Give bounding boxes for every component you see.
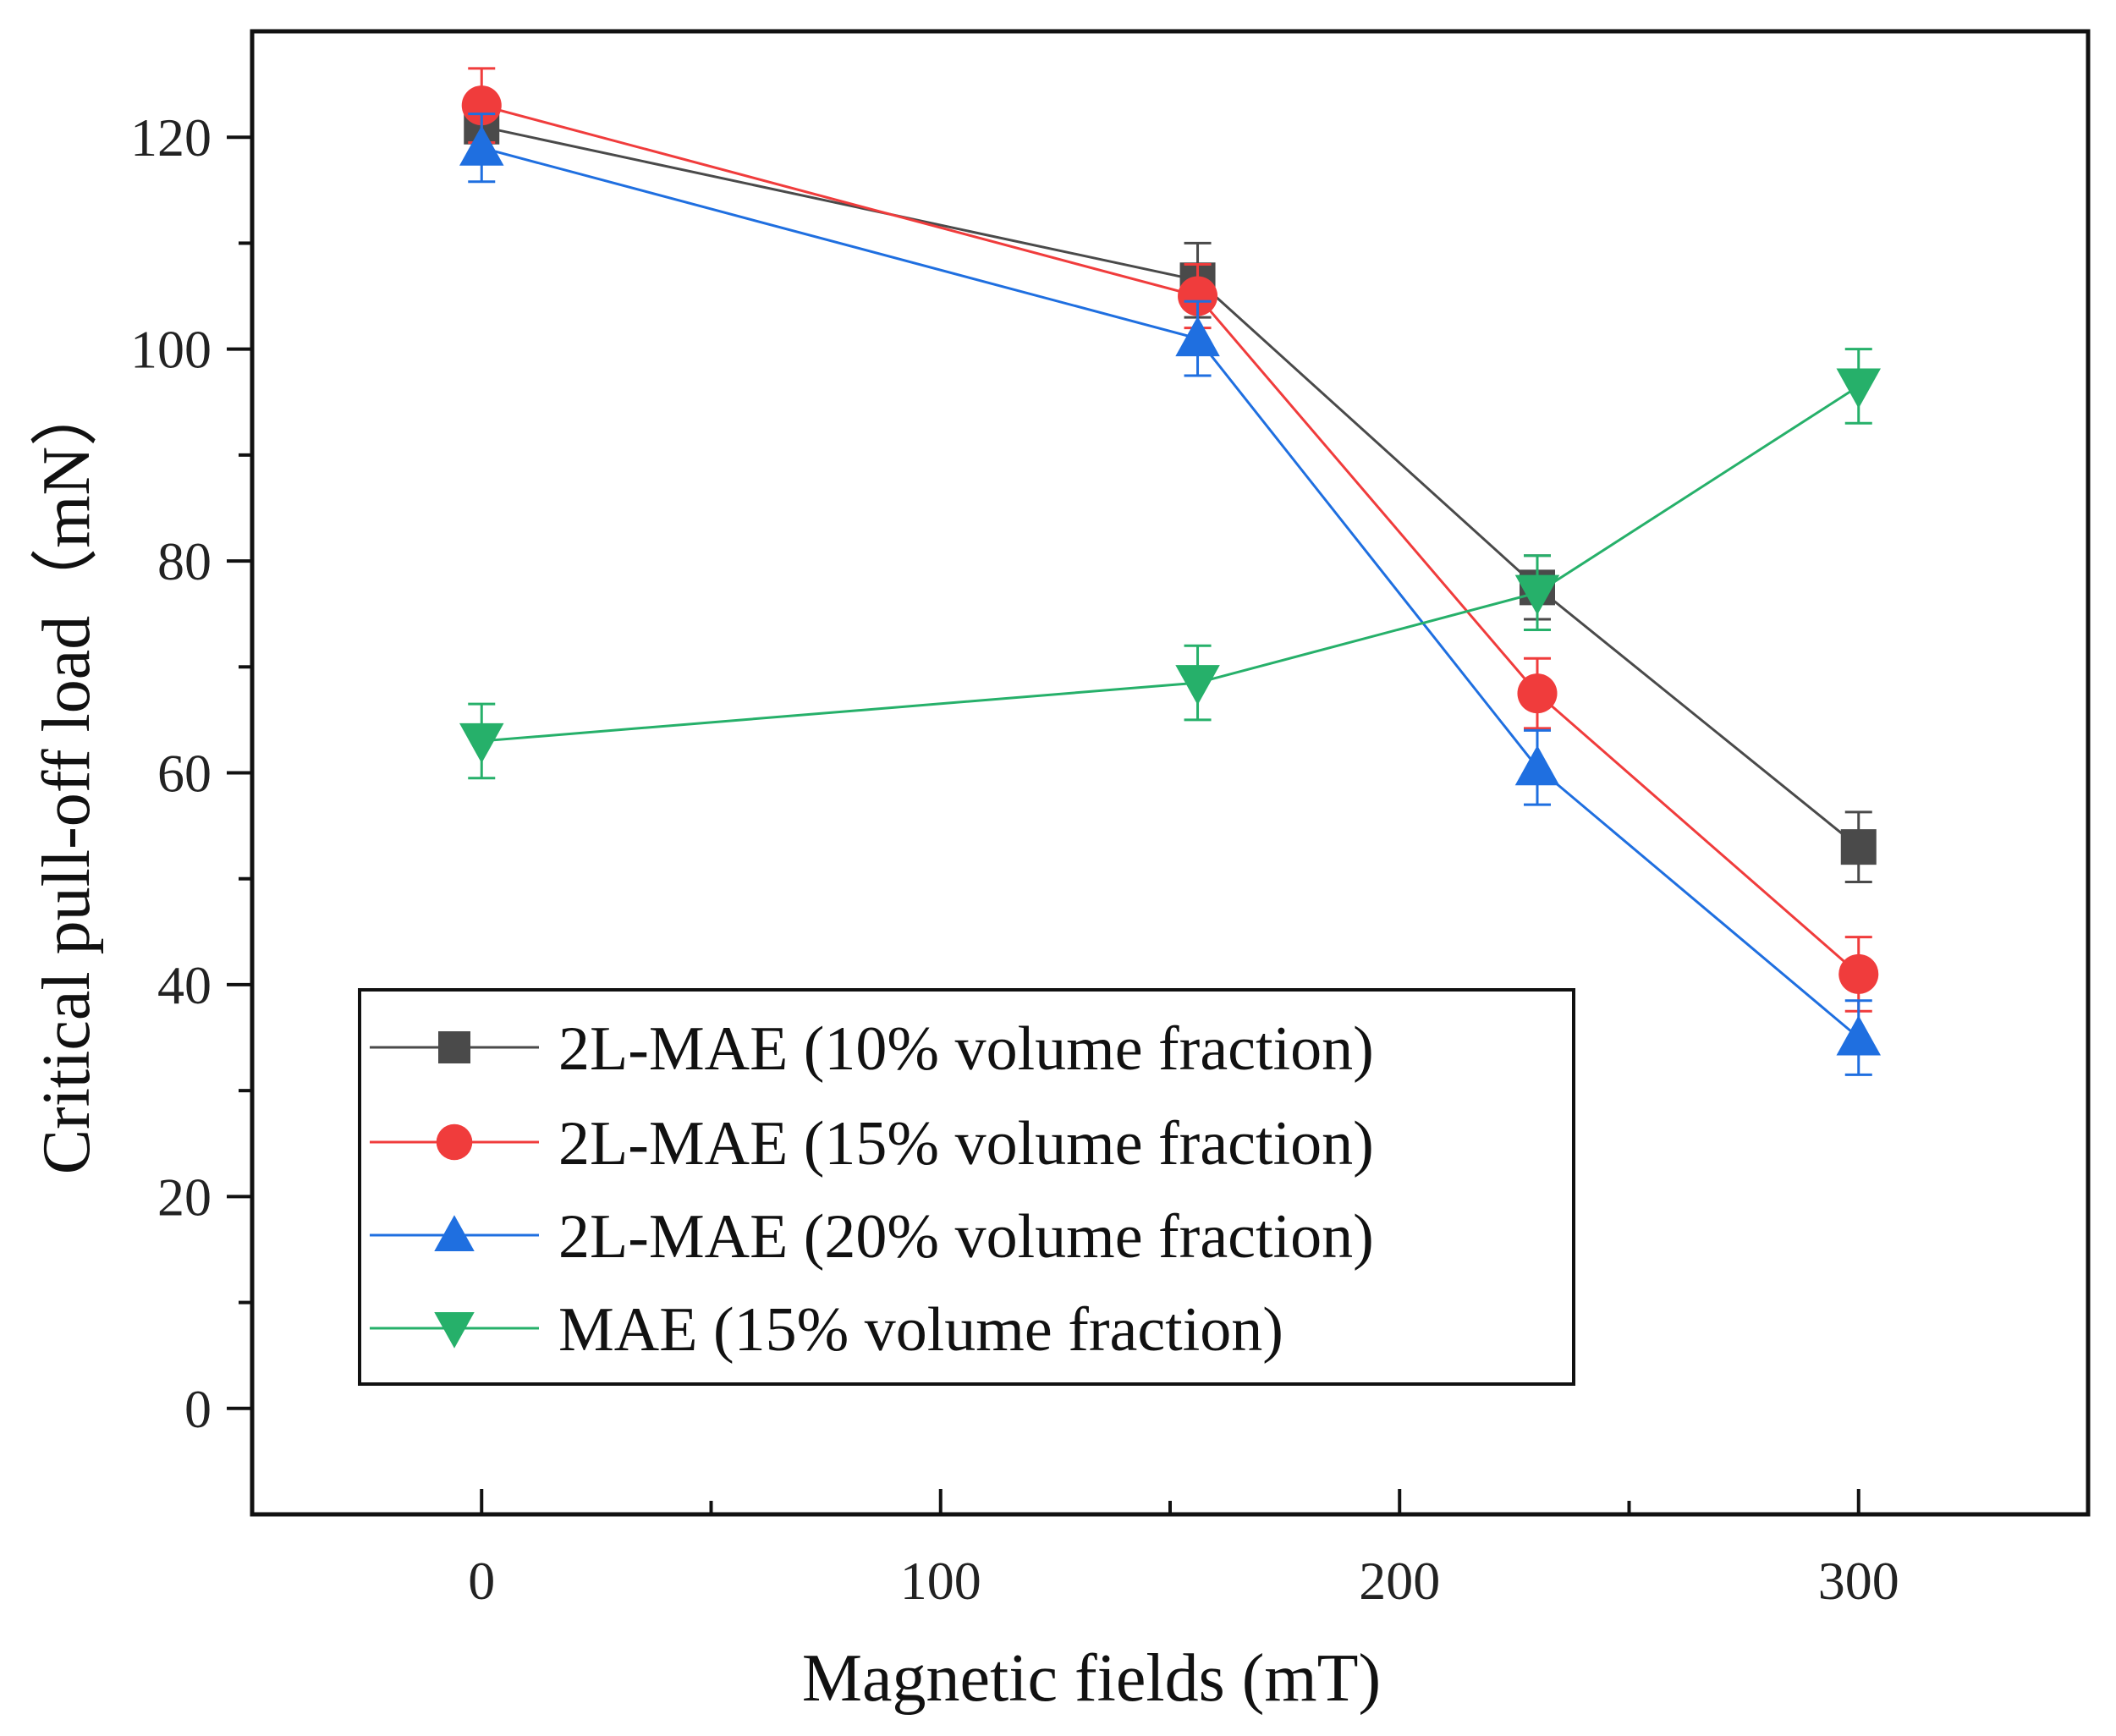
data-point (1840, 829, 1877, 865)
legend-marker (436, 1123, 473, 1161)
series-2 (461, 67, 1879, 1013)
legend-entry: 2L-MAE (10% volume fraction) (370, 1014, 1374, 1084)
data-point (1178, 276, 1218, 316)
data-point (1838, 953, 1879, 994)
legend: 2L-MAE (10% volume fraction) 2L-MAE (15% … (358, 988, 1575, 1386)
y-tick-label: 80 (157, 531, 212, 591)
data-point (459, 125, 504, 166)
y-tick-label: 20 (157, 1167, 212, 1227)
legend-box (358, 988, 1575, 1386)
data-point (1836, 368, 1881, 409)
series-4 (459, 348, 1881, 780)
data-point (461, 85, 502, 126)
series-line (481, 146, 1860, 1039)
legend-entry: MAE (15% volume fraction) (370, 1295, 1283, 1365)
x-axis-title: Magnetic fields (mT) (802, 1641, 1381, 1716)
data-point (1514, 744, 1560, 786)
x-tick-label: 100 (900, 1551, 981, 1611)
legend-entry: 2L-MAE (15% volume fraction) (370, 1109, 1374, 1178)
legend-label: 2L-MAE (20% volume fraction) (558, 1202, 1374, 1272)
legend-marker (438, 1031, 470, 1063)
y-tick-label: 60 (157, 744, 212, 804)
y-tick-label: 40 (157, 955, 212, 1015)
series-3 (459, 113, 1881, 1076)
data-point (1175, 316, 1220, 357)
y-tick-label: 120 (130, 107, 212, 168)
y-axis-title: Critical pull-off load（mN） (30, 379, 104, 1175)
series-line (481, 125, 1860, 849)
series-line (481, 104, 1860, 975)
series-line (481, 385, 1860, 743)
y-tick-label: 100 (130, 320, 212, 380)
data-point (459, 722, 504, 764)
axis-ticks: 0 20 40 60 80 100 120 0 100 200 300 (130, 107, 1899, 1611)
legend-marker (434, 1215, 475, 1251)
series-1 (464, 93, 1877, 883)
legend-marker (434, 1312, 475, 1349)
data-point (1517, 673, 1558, 714)
legend-entry: 2L-MAE (20% volume fraction) (370, 1202, 1374, 1272)
legend-label: MAE (15% volume fraction) (558, 1295, 1283, 1365)
x-tick-label: 0 (468, 1551, 495, 1611)
series-layer (459, 67, 1881, 1076)
data-point (1836, 1015, 1881, 1056)
y-tick-label: 0 (184, 1379, 212, 1439)
data-point (1514, 574, 1560, 615)
x-tick-label: 300 (1818, 1551, 1899, 1611)
legend-label: 2L-MAE (15% volume fraction) (558, 1109, 1374, 1178)
data-point (1175, 665, 1220, 706)
legend-label: 2L-MAE (10% volume fraction) (558, 1014, 1374, 1084)
x-tick-label: 200 (1359, 1551, 1440, 1611)
